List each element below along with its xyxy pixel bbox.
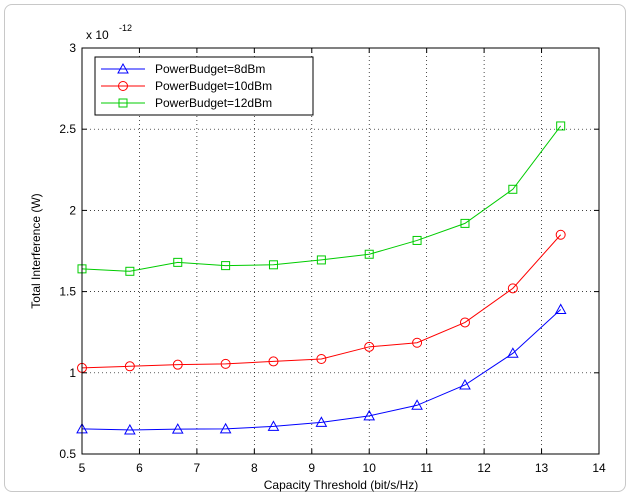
x-tick-label: 13 <box>535 461 549 475</box>
data-point <box>459 317 470 328</box>
data-point <box>171 423 184 434</box>
plot-border <box>81 47 600 455</box>
data-point <box>556 121 566 131</box>
legend-swatch-marker <box>118 98 128 108</box>
data-point <box>316 353 327 364</box>
data-point <box>555 229 566 240</box>
series-line <box>81 234 562 369</box>
legend-item: PowerBudget=12dBm <box>101 96 272 110</box>
data-point <box>221 261 231 271</box>
x-tick-label: 6 <box>136 461 143 475</box>
data-point <box>268 356 279 367</box>
y-tick-label: 2 <box>69 203 76 217</box>
series-3 <box>77 121 566 276</box>
data-point <box>508 184 518 194</box>
data-point <box>124 361 135 372</box>
axis-ticks <box>81 47 600 455</box>
legend-label: PowerBudget=10dBm <box>155 79 272 93</box>
y-tick-label: 2.5 <box>59 122 76 136</box>
data-point <box>315 416 328 427</box>
y-exponent-base: x 10 <box>86 28 109 42</box>
data-point <box>363 409 376 421</box>
series-2 <box>77 229 566 373</box>
series-layer <box>76 121 567 435</box>
data-point <box>411 399 423 410</box>
x-axis-title: Capacity Threshold (bit/s/Hz) <box>264 478 419 492</box>
legend-swatch-marker <box>117 62 129 74</box>
y-exponent-power: -12 <box>119 23 132 33</box>
data-point <box>554 303 567 314</box>
data-point <box>220 358 231 369</box>
data-point <box>172 359 183 370</box>
legend-swatch-marker <box>118 81 128 91</box>
data-point <box>219 422 232 434</box>
x-tick-label: 12 <box>477 461 491 475</box>
data-point <box>364 341 375 352</box>
plot-area <box>82 48 599 454</box>
data-point <box>173 257 183 267</box>
legend-label: PowerBudget=8dBm <box>155 62 265 76</box>
x-tick-label: 10 <box>363 461 377 475</box>
legend: PowerBudget=8dBm PowerBudget=10dBm PowerBu… <box>94 56 314 116</box>
x-tick-label: 5 <box>79 461 86 475</box>
data-point <box>268 260 278 270</box>
data-point <box>316 255 326 265</box>
x-tick-label: 14 <box>592 461 606 475</box>
data-point <box>124 423 136 435</box>
tick-labels: 5 6 7 8 9 10 11 12 13 14 0.5 1 1.5 2 2.5 3 <box>59 41 606 475</box>
legend-item: PowerBudget=10dBm <box>101 79 272 93</box>
x-tick-label: 9 <box>308 461 315 475</box>
y-tick-label: 1.5 <box>59 285 76 299</box>
legend-item: PowerBudget=8dBm <box>101 62 265 76</box>
data-point <box>459 378 471 390</box>
x-tick-label: 11 <box>420 461 433 475</box>
series-1 <box>76 303 567 435</box>
data-point <box>364 249 374 259</box>
y-exponent-label: x 10 -12 <box>86 23 132 42</box>
y-tick-label: 0.5 <box>59 447 76 461</box>
x-tick-label: 7 <box>194 461 201 475</box>
y-tick-label: 1 <box>69 366 76 380</box>
x-tick-label: 8 <box>251 461 258 475</box>
data-point <box>506 347 519 358</box>
data-point <box>412 337 423 348</box>
data-point <box>460 218 470 228</box>
series-line <box>81 309 562 431</box>
y-axis-title: Total Interference (W) <box>29 193 43 308</box>
data-point <box>507 283 518 294</box>
legend-label: PowerBudget=12dBm <box>155 96 272 110</box>
data-point <box>267 420 280 431</box>
y-tick-label: 3 <box>69 41 76 55</box>
series-line <box>81 125 562 272</box>
data-point <box>125 266 135 276</box>
data-point <box>412 235 422 245</box>
